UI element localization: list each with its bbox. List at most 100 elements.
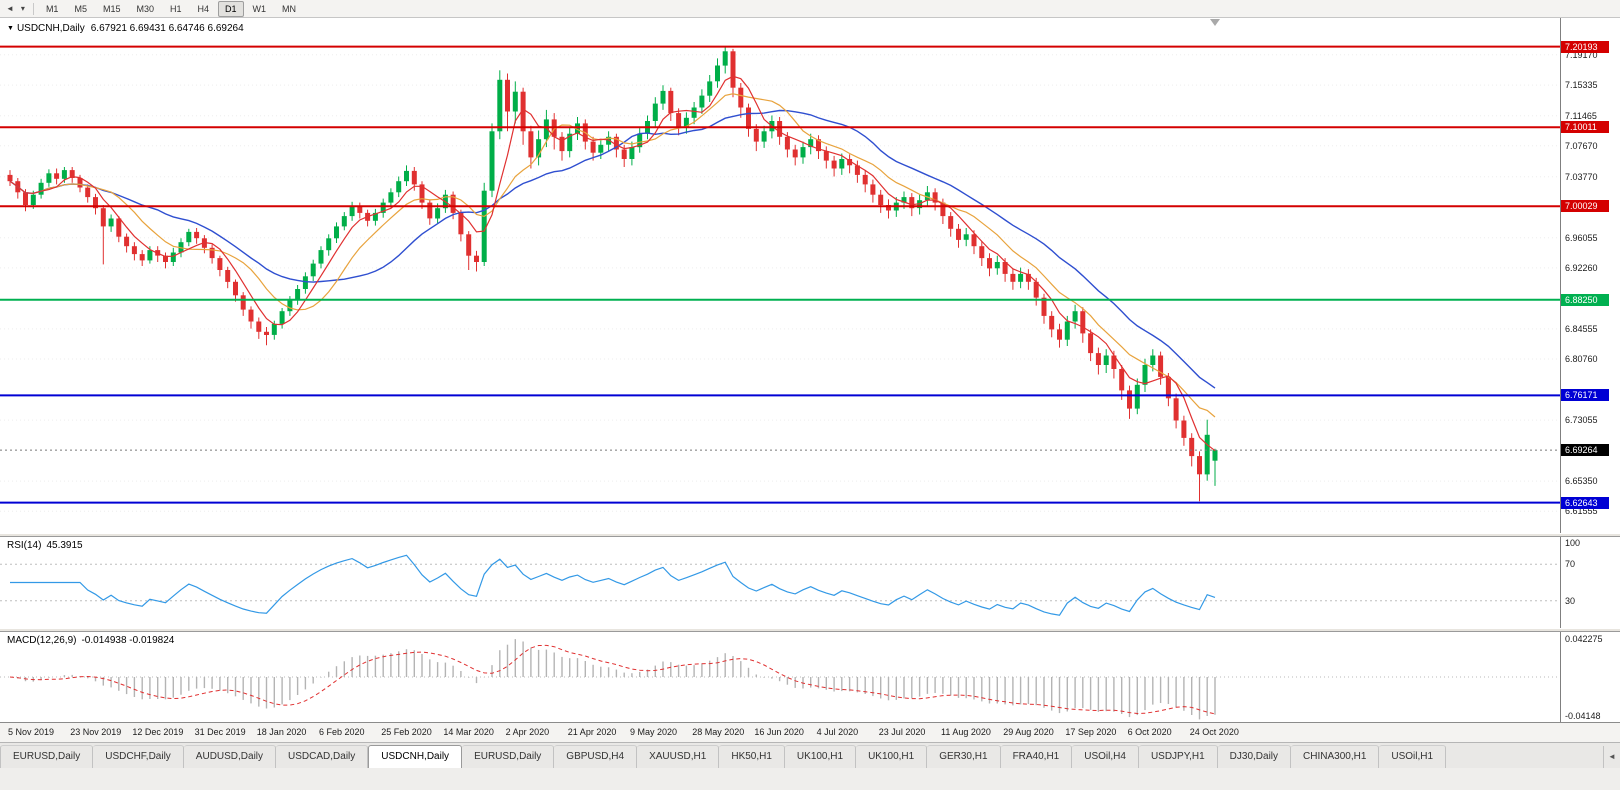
price-tick: 7.07670 — [1565, 140, 1598, 151]
chart-ohlc-values: 6.67921 6.69431 6.64746 6.69264 — [90, 23, 244, 34]
macd-histogram — [17, 639, 1216, 720]
tab-uk100-h1[interactable]: UK100,H1 — [856, 745, 928, 768]
timeframe-button-w1[interactable]: W1 — [252, 3, 267, 14]
date-label: 11 Aug 2020 — [941, 727, 991, 737]
date-label: 24 Oct 2020 — [1189, 727, 1239, 737]
price-tick: 6.80760 — [1565, 354, 1598, 364]
rsi-line — [10, 554, 1216, 616]
collapse-triangle-icon[interactable]: ▼ — [7, 25, 14, 32]
rsi-panel[interactable]: RSI(14) 45.3915 — [0, 537, 1560, 628]
date-label: 9 May 2020 — [630, 727, 678, 737]
date-label: 18 Jan 2020 — [256, 727, 307, 737]
ma-fast-line — [9, 75, 1216, 452]
rsi-tick: 100 — [1565, 538, 1581, 548]
macd-max-tick: 0.042275 — [1565, 634, 1603, 644]
price-tick: 7.19170 — [1565, 49, 1598, 60]
timeframe-button-mn[interactable]: MN — [282, 3, 297, 14]
toolbar-separator — [32, 2, 34, 15]
chart-tab-bar: EURUSD,Daily USDCHF,Daily AUDUSD,Daily USDC… — [0, 742, 1620, 768]
level-price-badge: 7.00029 — [1561, 200, 1609, 213]
date-label: 21 Apr 2020 — [567, 727, 617, 737]
timeframe-button-h4[interactable]: H4 — [197, 3, 210, 14]
date-label: 28 May 2020 — [692, 727, 745, 737]
tab-usdchf-daily[interactable]: USDCHF,Daily — [93, 745, 184, 768]
rsi-label: RSI(14) 45.3915 — [7, 540, 83, 551]
date-label: 17 Sep 2020 — [1065, 727, 1117, 737]
candlestick-chart[interactable] — [0, 18, 1560, 533]
tab-dj30-daily[interactable]: DJ30,Daily — [1217, 745, 1292, 768]
macd-chart — [0, 639, 1560, 720]
tab-hk50-h1[interactable]: HK50,H1 — [719, 745, 785, 768]
chart-title: ▼ USDCNH,Daily 6.67921 6.69431 6.64746 6.6… — [7, 23, 244, 34]
tab-usoil-h4[interactable]: USOil,H4 — [1072, 745, 1139, 768]
date-label: 12 Dec 2019 — [132, 727, 184, 737]
timeframe-button-m5[interactable]: M5 — [74, 3, 87, 14]
price-tick: 7.15335 — [1565, 80, 1598, 91]
tab-usdjpy-h1[interactable]: USDJPY,H1 — [1138, 745, 1218, 768]
ma-mid-line — [9, 93, 1216, 418]
date-label: 25 Feb 2020 — [381, 727, 432, 737]
date-label: 6 Feb 2020 — [319, 727, 365, 737]
panel-divider[interactable] — [0, 533, 1620, 537]
macd-axis[interactable]: 0.042275 -0.04148 — [1560, 632, 1620, 722]
date-label: 23 Jul 2020 — [878, 727, 926, 737]
panel-divider[interactable] — [0, 628, 1620, 632]
tab-uk100-h1[interactable]: UK100,H1 — [784, 745, 857, 768]
rsi-axis[interactable]: 100 70 30 — [1560, 537, 1620, 628]
chart-symbol-label: USDCNH,Daily — [16, 23, 85, 34]
tab-gbpusd-h4[interactable]: GBPUSD,H4 — [554, 745, 638, 768]
tab-usdcad-daily[interactable]: USDCAD,Daily — [276, 745, 369, 768]
date-label: 6 Oct 2020 — [1127, 727, 1172, 737]
macd-signal-line — [9, 644, 1216, 715]
tab-audusd-daily[interactable]: AUDUSD,Daily — [183, 745, 277, 768]
price-tick: 6.65350 — [1565, 476, 1598, 487]
ma-slow-line — [9, 109, 1216, 389]
tab-eurusd-daily[interactable]: EURUSD,Daily — [0, 745, 94, 768]
rsi-chart — [0, 554, 1560, 616]
level-price-badge: 7.20193 — [1561, 40, 1609, 53]
window-bottom-strip — [0, 768, 1620, 790]
tab-china300-h1[interactable]: CHINA300,H1 — [1291, 745, 1380, 768]
timeframe-button-d1[interactable]: D1 — [218, 0, 244, 17]
date-label: 5 Nov 2019 — [8, 727, 55, 737]
tab-ger30-h1[interactable]: GER30,H1 — [927, 745, 1001, 768]
date-label: 16 Jun 2020 — [754, 727, 804, 737]
tab-scroll-button[interactable]: ◄ — [1603, 746, 1620, 768]
timeframe-buttons: M1 M5 M15 M30 H1 H4 D1 W1 MN — [38, 0, 304, 17]
rsi-tick: 30 — [1565, 595, 1576, 606]
tab-usdcnh-daily[interactable]: USDCNH,Daily — [368, 745, 463, 768]
timeframe-button-m1[interactable]: M1 — [45, 3, 59, 14]
level-lines — [0, 45, 1560, 504]
timeframe-button-m15[interactable]: M15 — [102, 3, 121, 14]
price-tick: 7.03770 — [1565, 171, 1598, 182]
timeframe-button-h1[interactable]: H1 — [170, 3, 182, 14]
date-label: 4 Jul 2020 — [816, 727, 859, 737]
level-price-badge: 6.62643 — [1561, 496, 1609, 509]
macd-name: MACD(12,26,9) — [7, 635, 77, 646]
chart-shift-marker-icon[interactable] — [1210, 19, 1220, 26]
price-tick: 6.61555 — [1565, 506, 1598, 517]
tab-eurusd-daily[interactable]: EURUSD,Daily — [462, 745, 555, 768]
price-axis[interactable]: 7.19170 7.15335 7.11465 7.07670 7.03770 6.960… — [1560, 18, 1620, 533]
price-tick: 6.84555 — [1565, 323, 1598, 334]
price-gridlines — [0, 54, 1560, 512]
current-price-badge: 6.69264 — [1561, 444, 1609, 457]
macd-label: MACD(12,26,9) -0.014938 -0.019824 — [7, 635, 174, 646]
level-price-badge: 7.10011 — [1561, 121, 1609, 134]
macd-panel[interactable]: MACD(12,26,9) -0.014938 -0.019824 — [0, 632, 1560, 722]
tab-usoil-h1[interactable]: USOil,H1 — [1379, 745, 1447, 768]
timeframe-button-m30[interactable]: M30 — [136, 3, 154, 14]
date-label: 14 Mar 2020 — [443, 727, 494, 737]
rsi-tick: 70 — [1565, 559, 1576, 570]
date-axis[interactable]: 5 Nov 2019 23 Nov 2019 12 Dec 2019 31 Dec 2… — [0, 722, 1620, 742]
main-chart-panel[interactable]: ▼ USDCNH,Daily 6.67921 6.69431 6.64746 6.6… — [0, 18, 1560, 533]
tab-xauusd-h1[interactable]: XAUUSD,H1 — [637, 745, 720, 768]
chart-list-caret-icon[interactable]: ▾ — [20, 3, 25, 13]
price-tick: 6.73055 — [1565, 415, 1598, 426]
tab-fra40-h1[interactable]: FRA40,H1 — [1000, 745, 1073, 768]
date-label: 31 Dec 2019 — [194, 727, 246, 737]
date-label: 29 Aug 2020 — [1003, 727, 1054, 737]
timeframe-toolbar: ◄ ▾ M1 M5 M15 M30 H1 H4 D1 W1 MN — [0, 0, 1620, 18]
chart-back-icon[interactable]: ◄ — [6, 3, 14, 13]
